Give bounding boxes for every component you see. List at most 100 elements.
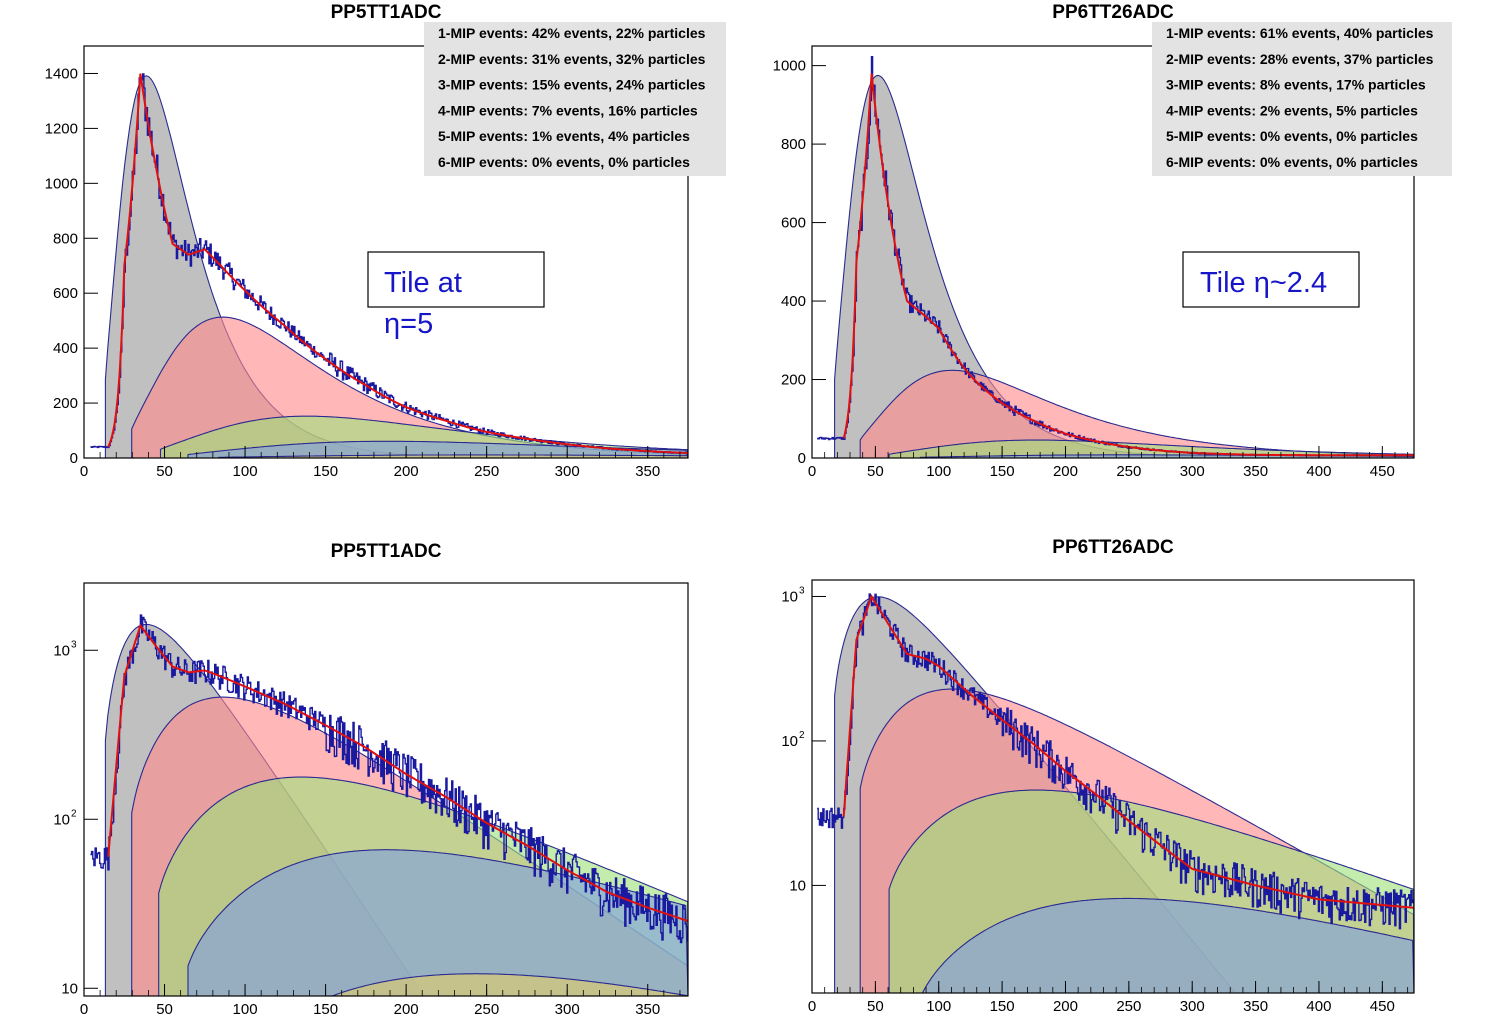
x-tick-label: 0: [80, 1001, 88, 1018]
y-tick-label: 200: [53, 395, 78, 412]
y-tick-label: 1200: [45, 120, 78, 137]
y-tick-label: 0: [798, 450, 806, 467]
x-tick-label: 50: [156, 1001, 173, 1018]
chart-title: PP6TT26ADC: [1052, 2, 1174, 23]
plot-frame: [811, 579, 1415, 994]
plot-frame: [83, 45, 689, 459]
x-tick-label: 250: [1116, 463, 1141, 480]
stats-line: 2-MIP events: 31% events, 32% particles: [438, 51, 706, 67]
y-tick-exponent: 2: [799, 730, 805, 741]
x-tick-label: 400: [1306, 463, 1331, 480]
chart-title: PP5TT1ADC: [331, 2, 442, 23]
x-tick-label: 250: [1116, 998, 1141, 1015]
plot-frame: [811, 45, 1415, 459]
y-tick-label: 600: [781, 215, 806, 232]
chart-title: PP6TT26ADC: [1052, 537, 1174, 558]
stats-line: 1-MIP events: 61% events, 40% particles: [1166, 25, 1434, 41]
x-tick-label: 100: [233, 1001, 258, 1018]
stats-line: 3-MIP events: 8% events, 17% particles: [1166, 77, 1426, 93]
x-tick-label: 400: [1306, 998, 1331, 1015]
x-tick-label: 150: [990, 463, 1015, 480]
stats-line: 2-MIP events: 28% events, 37% particles: [1166, 51, 1434, 67]
y-tick-label: 1000: [45, 175, 78, 192]
stats-box: [424, 22, 726, 176]
x-tick-label: 200: [1053, 463, 1078, 480]
mip-component-4: [920, 897, 1414, 993]
y-tick-label: 1000: [773, 58, 806, 75]
y-tick-label: 10: [789, 877, 806, 894]
y-tick-label: 200: [781, 372, 806, 389]
x-tick-label: 350: [635, 1001, 660, 1018]
stats-line: 4-MIP events: 2% events, 5% particles: [1166, 102, 1418, 118]
x-tick-label: 450: [1370, 998, 1395, 1015]
chart-panel-1: 0 50 100 150 200 250 300 350 0 200 400 600 800 1000 12…: [45, 2, 726, 480]
stats-line: 4-MIP events: 7% events, 16% particles: [438, 102, 698, 118]
x-tick-label: 100: [233, 463, 258, 480]
x-tick-label: 350: [1243, 463, 1268, 480]
x-tick-label: 300: [555, 1001, 580, 1018]
x-tick-label: 300: [1180, 998, 1205, 1015]
stats-line: 5-MIP events: 1% events, 4% particles: [438, 128, 690, 144]
stats-line: 6-MIP events: 0% events, 0% particles: [438, 154, 690, 170]
x-tick-label: 150: [313, 1001, 338, 1018]
plot-frame: [83, 582, 689, 997]
stats-line: 6-MIP events: 0% events, 0% particles: [1166, 154, 1418, 170]
x-tick-label: 0: [808, 463, 816, 480]
chart-panel-2: 0 50 100 150 200 250 300 350 400 450 0 200 400 600 800…: [773, 2, 1452, 480]
y-tick-label: 10: [781, 588, 798, 605]
x-tick-label: 200: [1053, 998, 1078, 1015]
x-tick-label: 0: [80, 463, 88, 480]
plot-area: [90, 614, 688, 996]
plot-area: [817, 593, 1414, 993]
y-tick-label: 10: [53, 811, 70, 828]
fit-curve: [107, 73, 688, 455]
stats-line: 3-MIP events: 15% events, 24% particles: [438, 77, 706, 93]
plot-area: [90, 73, 688, 458]
x-tick-label: 100: [926, 463, 951, 480]
chart-title: PP5TT1ADC: [331, 541, 442, 562]
annotation-text: Tile at: [384, 267, 462, 299]
y-tick-label: 800: [53, 230, 78, 247]
y-tick-exponent: 3: [799, 585, 805, 596]
x-tick-label: 450: [1370, 463, 1395, 480]
y-tick-exponent: 2: [71, 808, 77, 819]
x-tick-label: 350: [635, 463, 660, 480]
x-tick-label: 250: [474, 463, 499, 480]
y-tick-label: 600: [53, 285, 78, 302]
x-tick-label: 350: [1243, 998, 1268, 1015]
x-tick-label: 50: [867, 998, 884, 1015]
data-histogram: [90, 614, 688, 944]
x-tick-label: 100: [926, 998, 951, 1015]
y-tick-label: 800: [781, 136, 806, 153]
x-tick-label: 150: [313, 463, 338, 480]
y-tick-label: 10: [53, 642, 70, 659]
fit-curve: [842, 594, 1414, 909]
x-tick-label: 150: [990, 998, 1015, 1015]
stats-box: [1152, 22, 1452, 176]
mip-component-5: [218, 973, 688, 996]
y-tick-label: 0: [70, 450, 78, 467]
x-tick-label: 200: [394, 1001, 419, 1018]
annotation-text: Tile η~2.4: [1200, 267, 1327, 299]
annotation-text: η=5: [384, 308, 433, 340]
annotation-box: [367, 251, 545, 308]
y-tick-label: 400: [781, 293, 806, 310]
x-tick-label: 250: [474, 1001, 499, 1018]
x-tick-label: 300: [555, 463, 580, 480]
x-tick-label: 50: [156, 463, 173, 480]
y-tick-label: 10: [61, 980, 78, 997]
stats-line: 1-MIP events: 42% events, 22% particles: [438, 25, 706, 41]
x-tick-label: 300: [1180, 463, 1205, 480]
x-tick-label: 200: [394, 463, 419, 480]
x-tick-label: 50: [867, 463, 884, 480]
y-tick-exponent: 3: [71, 639, 77, 650]
y-tick-label: 10: [781, 733, 798, 750]
x-tick-label: 0: [808, 998, 816, 1015]
y-tick-label: 1400: [45, 65, 78, 82]
y-tick-label: 400: [53, 340, 78, 357]
stats-line: 5-MIP events: 0% events, 0% particles: [1166, 128, 1418, 144]
annotation-box: [1182, 251, 1360, 308]
